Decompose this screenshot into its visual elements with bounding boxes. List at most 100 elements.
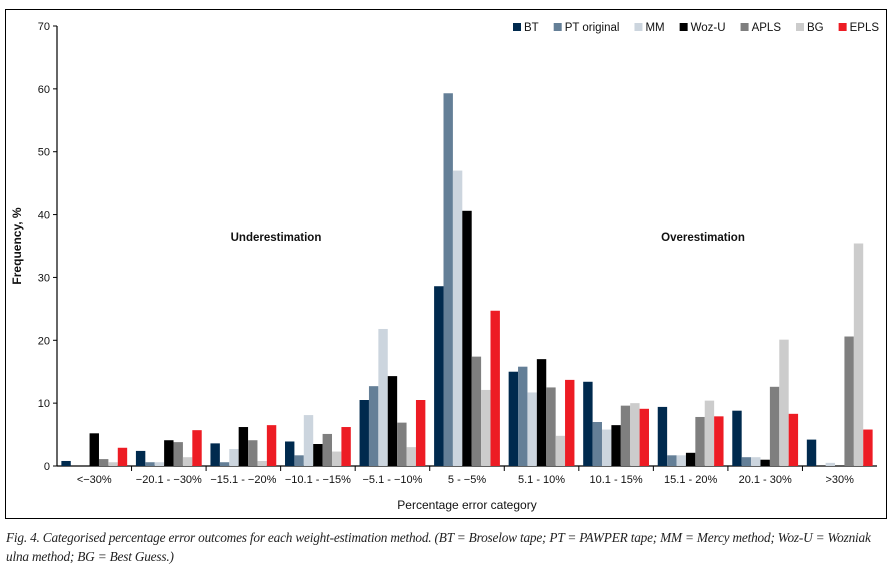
bar-bg [853, 243, 864, 466]
y-tick-label: 10 [38, 398, 50, 410]
legend-label: BT [524, 22, 539, 34]
x-tick-label: >30% [826, 474, 855, 486]
x-tick-label: 5.1 - 10% [518, 474, 565, 486]
bar-bt [135, 450, 146, 466]
legend-swatch-apls [740, 23, 749, 31]
figure-caption: Fig. 4. Categorised percentage error out… [6, 530, 871, 564]
bar-apls [620, 405, 631, 466]
y-tick-label: 60 [38, 84, 50, 96]
bar-pt-original [219, 462, 230, 466]
x-tick-label: −15.1 - −20% [210, 474, 276, 486]
bar-apls [397, 422, 407, 466]
legend-label: EPLS [850, 22, 880, 34]
y-tick-label: 0 [44, 461, 50, 473]
bar-bg [332, 451, 342, 466]
bar-bt [508, 371, 519, 466]
bar-epls [639, 408, 649, 466]
bar-mm [751, 457, 761, 466]
bar-apls [98, 459, 109, 466]
bar-epls [490, 310, 500, 466]
bar-mm [229, 449, 239, 466]
bar-bg [108, 462, 118, 466]
x-tick-label: 5 - −5% [448, 474, 486, 486]
chart-frame [5, 9, 887, 519]
bar-epls [788, 413, 799, 466]
bar-bt [657, 406, 668, 466]
bar-bg [779, 339, 789, 466]
x-tick-label: −5.1 - −10% [362, 474, 422, 486]
bar-bt [210, 443, 220, 466]
legend-swatch-woz-u [679, 23, 688, 31]
bar-pt-original [741, 457, 752, 466]
legend-label: BG [807, 22, 824, 34]
bar-woz-u [164, 440, 174, 466]
y-tick-label: 30 [38, 272, 50, 284]
bar-epls [266, 425, 277, 466]
bar-mm [452, 170, 463, 467]
x-tick-label: −20.1 - −30% [136, 474, 202, 486]
bar-woz-u [760, 459, 770, 466]
bar-epls [863, 429, 873, 466]
bar-mm [825, 462, 836, 466]
bar-mm [378, 328, 388, 466]
x-tick-label: −10.1 - −15% [285, 474, 351, 486]
bar-bg [182, 457, 193, 466]
bar-apls [769, 386, 780, 466]
bar-bt [359, 400, 369, 466]
legend-label: MM [645, 22, 664, 34]
legend-swatch-mm [634, 23, 643, 31]
bar-woz-u [238, 427, 249, 466]
bar-pt-original [443, 93, 453, 466]
bar-epls [192, 430, 202, 466]
x-tick-label: 20.1 - 30% [739, 474, 792, 486]
legend-label: PT original [565, 22, 620, 34]
legend-swatch-pt-original [553, 23, 562, 31]
bar-woz-u [313, 444, 323, 466]
bar-epls [117, 447, 128, 466]
y-tick-label: 40 [38, 210, 50, 222]
bar-mm [303, 415, 314, 466]
bar-woz-u [462, 210, 472, 466]
bar-apls [248, 440, 258, 466]
bar-woz-u [611, 425, 621, 466]
bar-pt-original [145, 462, 155, 466]
bar-bg [406, 447, 416, 466]
bar-apls [173, 442, 183, 466]
bar-pt-original [518, 366, 528, 466]
bar-apls [695, 416, 705, 466]
annotation-underestimation: Underestimation [231, 232, 322, 244]
bar-pt-original [368, 386, 379, 466]
annotation-overestimation: Overestimation [661, 232, 745, 244]
bar-pt-original [667, 455, 677, 466]
bar-mm [527, 392, 537, 466]
legend-swatch-bt [513, 23, 521, 31]
bar-pt-original [592, 422, 602, 466]
bar-woz-u [387, 376, 398, 466]
legend-swatch-epls [838, 23, 847, 31]
bar-bg [704, 400, 715, 466]
bar-epls [415, 400, 426, 466]
x-tick-label: <−30% [77, 474, 112, 486]
y-tick-label: 20 [38, 335, 50, 347]
y-tick-label: 50 [38, 147, 50, 159]
bar-bt [285, 441, 295, 466]
legend-label: Woz-U [691, 22, 726, 34]
y-axis-label: Frequency, % [10, 207, 24, 284]
bar-bt [61, 460, 71, 466]
bar-apls [844, 336, 854, 466]
bar-pt-original [294, 455, 304, 466]
bar-bg [257, 460, 267, 466]
bar-apls [471, 356, 482, 466]
bar-apls [322, 433, 333, 466]
x-tick-label: 15.1 - 20% [664, 474, 717, 486]
bar-woz-u [89, 433, 99, 466]
bar-chart: 0 10 20 30 40 50 60 70 <−30% −20.1 - −30% −15.1 - … [10, 21, 880, 512]
y-tick-label: 70 [38, 21, 50, 33]
bar-mm [676, 455, 686, 466]
bar-bg [555, 435, 566, 466]
bar-bg [630, 403, 640, 466]
bar-mm [154, 462, 165, 466]
legend-label: APLS [752, 22, 782, 34]
bar-apls [546, 387, 556, 466]
bar-bt [583, 381, 593, 466]
